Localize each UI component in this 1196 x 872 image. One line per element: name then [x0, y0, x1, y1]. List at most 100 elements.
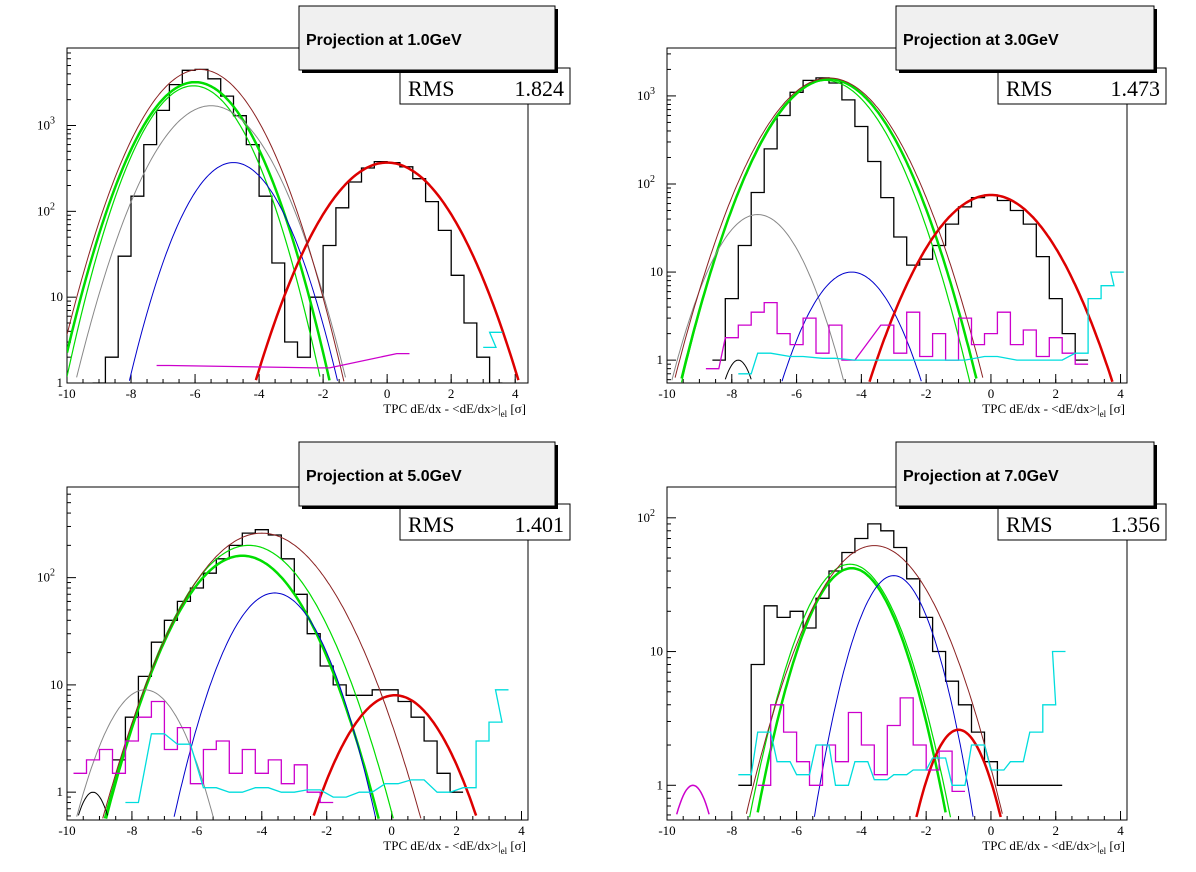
fit-curve: [77, 791, 109, 816]
x-tick-label: -10: [658, 823, 675, 838]
x-tick-label: -8: [126, 386, 137, 401]
stat-box: [997, 503, 1167, 541]
y-tick-label: 102: [637, 508, 655, 525]
fit-curve: [756, 566, 947, 813]
title-box: [895, 441, 1155, 507]
fit-curve: [67, 85, 321, 377]
x-axis-subscript: el: [1100, 846, 1107, 856]
x-tick-label: 4: [1117, 386, 1124, 401]
histogram-series: [705, 301, 1089, 370]
x-tick-label: -6: [791, 823, 802, 838]
x-tick-label: -10: [658, 386, 675, 401]
fit-curve: [781, 271, 922, 382]
fit-curve: [104, 554, 380, 820]
x-tick-label: 4: [512, 386, 519, 401]
fit-curve: [868, 193, 1114, 383]
x-tick-label: 2: [448, 386, 455, 401]
x-tick-label: -10: [58, 386, 75, 401]
stat-value: 1.473: [1111, 76, 1161, 101]
fit-curve: [749, 563, 952, 818]
x-tick-label: -8: [127, 823, 138, 838]
fit-curve: [681, 79, 971, 383]
fit-curve: [675, 784, 710, 815]
x-tick-label: -6: [191, 823, 202, 838]
x-axis-subscript: el: [501, 846, 508, 856]
panel-4: -10 -8 -6 -4 -2 0 2 4 102 10 1 TPC dE/dx - <dE/dx>|…: [637, 441, 1167, 856]
histogram-series: [738, 271, 1124, 375]
y-tick-label: 10: [50, 289, 63, 304]
x-tick-label: -4: [856, 823, 867, 838]
x-tick-label: 4: [1117, 823, 1124, 838]
fit-curve: [76, 105, 346, 378]
y-tick-label: 1: [57, 375, 64, 390]
y-tick-exponent: 3: [50, 116, 55, 127]
stat-box: [399, 503, 571, 541]
y-tick-exponent: 2: [50, 568, 55, 579]
panel-title: Projection at 1.0GeV: [306, 32, 462, 49]
fit-curve: [724, 359, 752, 380]
x-tick-label: -8: [726, 823, 737, 838]
stat-box: [399, 67, 571, 105]
y-tick-exponent: 3: [650, 86, 655, 97]
stat-label: RMS: [1006, 512, 1052, 537]
x-axis-unit: [σ]: [1106, 838, 1125, 853]
x-tick-label: 0: [384, 386, 391, 401]
x-tick-label: -2: [321, 823, 332, 838]
y-tick-label: 1: [57, 784, 64, 799]
x-axis-unit: [σ]: [507, 838, 526, 853]
stat-value: 1.401: [515, 512, 565, 537]
y-tick-label: 102: [37, 568, 55, 585]
x-tick-label: 2: [1052, 386, 1059, 401]
y-tick-exponent: 2: [650, 508, 655, 519]
x-tick-label: -10: [58, 823, 75, 838]
x-tick-label: -8: [726, 386, 737, 401]
y-tick-label: 103: [637, 86, 655, 103]
x-axis-unit: [σ]: [1106, 401, 1125, 416]
series-group: [73, 529, 509, 820]
series-group: [671, 77, 1124, 383]
y-tick-label: 103: [37, 116, 55, 133]
histogram-series: [738, 650, 1066, 786]
x-axis-title: TPC dE/dx - <dE/dx>|el [σ]: [383, 401, 526, 419]
histogram-series: [112, 529, 464, 793]
stat-label: RMS: [1006, 76, 1052, 101]
histogram-series: [92, 68, 503, 383]
x-tick-label: 2: [453, 823, 460, 838]
panel-3: -10 -8 -6 -4 -2 0 2 4 102 10 1 TPC dE/dx - <dE/dx>|…: [37, 441, 571, 856]
x-tick-label: -2: [921, 823, 932, 838]
histogram-series: [738, 523, 1063, 786]
stat-value: 1.356: [1111, 512, 1161, 537]
x-tick-label: -2: [318, 386, 329, 401]
x-axis-title: TPC dE/dx - <dE/dx>|el [σ]: [982, 401, 1125, 419]
x-axis-subscript: el: [1100, 409, 1107, 419]
fit-curve: [173, 592, 376, 817]
title-box: [298, 441, 556, 507]
title-box: [895, 5, 1155, 71]
y-tick-label: 1: [657, 352, 664, 367]
series-group: [67, 68, 520, 383]
y-tick-label: 10: [650, 264, 663, 279]
fit-curve: [915, 728, 1002, 818]
x-tick-label: -4: [256, 823, 267, 838]
stat-label: RMS: [408, 76, 454, 101]
x-tick-label: -6: [791, 386, 802, 401]
y-tick-label: 10: [50, 677, 63, 692]
x-tick-label: 4: [518, 823, 525, 838]
x-tick-label: -6: [190, 386, 201, 401]
fit-curve: [102, 532, 422, 819]
y-tick-label: 102: [37, 201, 55, 218]
fit-curve: [312, 694, 478, 817]
x-tick-label: -4: [254, 386, 265, 401]
x-axis-title: TPC dE/dx - <dE/dx>|el [σ]: [982, 838, 1125, 856]
x-tick-label: 0: [388, 823, 395, 838]
title-box: [298, 5, 556, 71]
histogram-series: [483, 331, 503, 349]
x-tick-label: 0: [988, 386, 995, 401]
fit-curve: [674, 77, 984, 378]
stat-value: 1.824: [515, 76, 565, 101]
histogram-series: [712, 77, 1089, 361]
panel-title: Projection at 3.0GeV: [903, 32, 1059, 49]
y-tick-exponent: 2: [650, 174, 655, 185]
